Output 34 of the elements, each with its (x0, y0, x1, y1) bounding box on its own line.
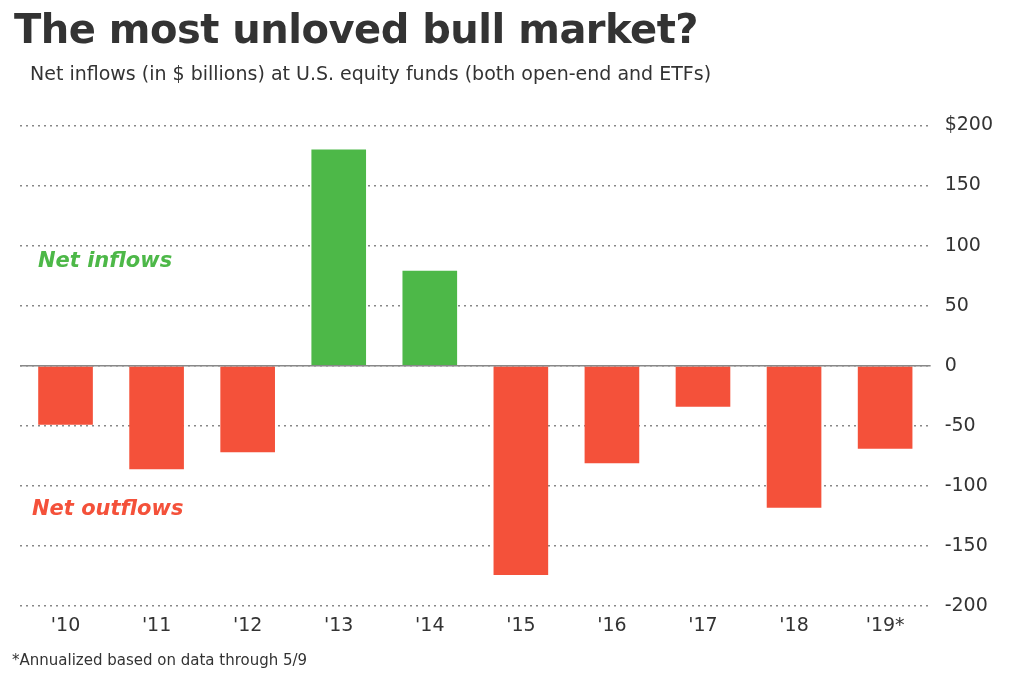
bar (675, 366, 731, 407)
bar (493, 366, 549, 575)
bar (311, 149, 367, 366)
annotation: Net outflows (32, 496, 184, 521)
bar (766, 366, 822, 508)
x-tick-label: '17 (688, 612, 718, 635)
y-tick-label: 150 (944, 172, 981, 195)
x-tick-label: '19* (865, 612, 905, 635)
y-tick-label: $200 (944, 112, 994, 135)
y-tick-label: -100 (944, 472, 988, 495)
bar (584, 366, 640, 464)
bar (402, 270, 458, 366)
x-tick-label: '15 (506, 612, 536, 635)
annotation: Net inflows (38, 248, 173, 273)
bar (129, 366, 184, 470)
x-tick-label: '18 (779, 612, 809, 635)
x-tick-label: '14 (415, 612, 445, 635)
y-tick-label: 0 (944, 352, 957, 375)
y-tick-label: -200 (944, 593, 988, 616)
y-tick-label: -50 (944, 412, 976, 435)
y-tick-label: -150 (944, 533, 988, 556)
bar (857, 366, 913, 449)
text: *Annualized based on data through 5/9 (12, 651, 308, 669)
x-tick-label: '11 (141, 612, 172, 635)
x-tick-label: '12 (232, 612, 263, 635)
bar (220, 366, 275, 453)
x-tick-label: '13 (324, 612, 354, 635)
chart-subtitle: Net inflows (in $ billions) at U.S. equity funds (both open-end and ETFs) (30, 62, 712, 84)
y-tick-label: 100 (944, 232, 981, 255)
chart-title: The most unloved bull market? (14, 6, 699, 52)
y-tick-label: 50 (944, 292, 969, 315)
bar (38, 366, 93, 425)
x-tick-label: '16 (597, 612, 627, 635)
x-tick-label: '10 (50, 612, 81, 635)
